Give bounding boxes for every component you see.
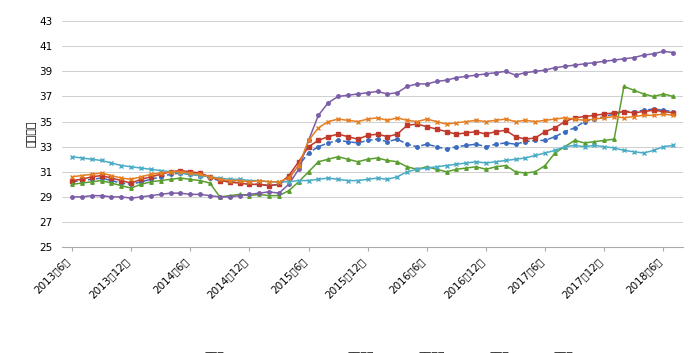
埼玉県 xyxy=(571,143,579,148)
Legend: 東京都, 東京23区, 東京市部, 神奈川県, 埼玉県, 千葉県: 東京都, 東京23区, 東京市部, 神奈川県, 埼玉県, 千葉県 xyxy=(167,348,578,353)
埼玉県 xyxy=(68,155,76,159)
東京市部 xyxy=(186,177,195,181)
千葉県 xyxy=(373,116,382,120)
神奈川県 xyxy=(373,89,382,94)
神奈川県 xyxy=(669,50,678,55)
東京都 xyxy=(226,180,234,184)
東京都 xyxy=(373,137,382,141)
東京市部 xyxy=(600,138,609,143)
埼玉県 xyxy=(226,177,234,181)
神奈川県 xyxy=(235,193,244,198)
神奈川県 xyxy=(68,195,76,199)
神奈川県 xyxy=(442,78,451,82)
千葉県 xyxy=(442,122,451,126)
埼玉県 xyxy=(265,180,273,184)
千葉県 xyxy=(659,112,667,116)
東京23区 xyxy=(117,179,126,183)
東京都 xyxy=(669,109,678,114)
Line: 東京都: 東京都 xyxy=(70,107,675,187)
千葉県 xyxy=(669,113,678,118)
東京市部 xyxy=(669,94,678,98)
東京23区 xyxy=(226,180,234,184)
東京都 xyxy=(186,172,195,176)
東京都 xyxy=(649,107,658,111)
東京23区 xyxy=(373,132,382,136)
埼玉県 xyxy=(610,146,618,150)
埼玉県 xyxy=(442,163,451,168)
千葉県 xyxy=(245,180,253,184)
埼玉県 xyxy=(669,143,678,148)
Line: 神奈川県: 神奈川県 xyxy=(70,49,675,200)
東京23区 xyxy=(265,184,273,188)
東京市部 xyxy=(620,84,628,89)
埼玉県 xyxy=(186,172,195,176)
千葉県 xyxy=(226,179,234,183)
神奈川県 xyxy=(117,195,126,199)
東京市部 xyxy=(117,184,126,188)
東京23区 xyxy=(600,112,609,116)
東京市部 xyxy=(442,170,451,174)
東京23区 xyxy=(68,179,76,183)
Line: 千葉県: 千葉県 xyxy=(70,112,676,184)
東京市部 xyxy=(373,156,382,160)
東京都 xyxy=(265,184,273,188)
東京市部 xyxy=(235,192,244,197)
神奈川県 xyxy=(196,192,204,197)
千葉県 xyxy=(117,176,126,180)
Line: 東京市部: 東京市部 xyxy=(70,85,675,199)
神奈川県 xyxy=(600,59,609,64)
神奈川県 xyxy=(659,49,667,53)
神奈川県 xyxy=(127,196,135,200)
千葉県 xyxy=(186,171,195,175)
東京23区 xyxy=(186,170,195,174)
千葉県 xyxy=(600,116,609,120)
東京23区 xyxy=(649,108,658,112)
Line: 東京23区: 東京23区 xyxy=(70,109,675,187)
千葉県 xyxy=(68,175,76,179)
東京23区 xyxy=(669,111,678,115)
東京都 xyxy=(600,114,609,119)
東京都 xyxy=(117,181,126,185)
Line: 埼玉県: 埼玉県 xyxy=(70,143,676,184)
東京23区 xyxy=(442,130,451,134)
東京市部 xyxy=(216,195,224,199)
東京市部 xyxy=(68,182,76,186)
埼玉県 xyxy=(373,176,382,180)
東京都 xyxy=(68,180,76,184)
東京都 xyxy=(442,147,451,151)
Y-axis label: ポイント: ポイント xyxy=(26,121,37,148)
埼玉県 xyxy=(117,163,126,168)
